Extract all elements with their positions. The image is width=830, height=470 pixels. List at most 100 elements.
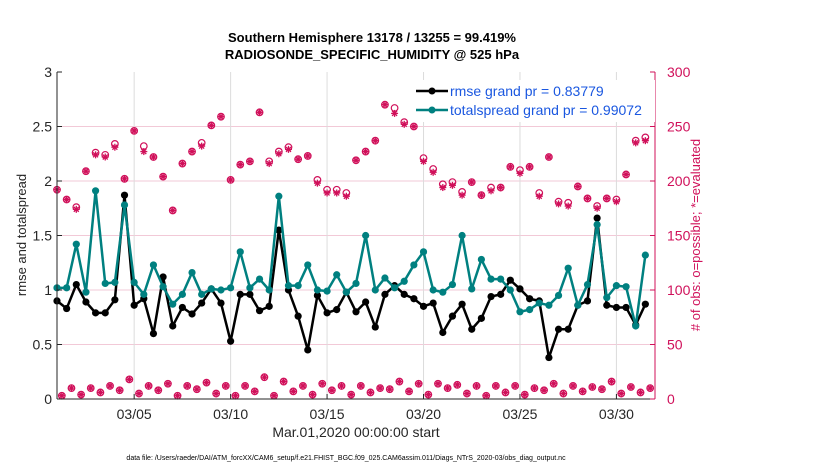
asterisk-stroke bbox=[246, 158, 253, 165]
asterisk-stroke bbox=[251, 388, 258, 395]
obs-evaluated-marker-low bbox=[521, 391, 529, 399]
rmse-point bbox=[554, 325, 563, 333]
obs-evaluated-marker-low bbox=[222, 382, 230, 390]
asterisk-stroke bbox=[410, 123, 417, 130]
x-tick-label: 03/30 bbox=[599, 406, 634, 422]
asterisk-stroke bbox=[623, 171, 629, 178]
obs-evaluated-marker bbox=[632, 139, 640, 147]
asterisk-stroke bbox=[488, 187, 494, 194]
left-ticks: 0 0.5 1 1.5 2 2.5 3 bbox=[33, 64, 62, 407]
obs-evaluated-marker bbox=[497, 184, 505, 192]
totalspread-point bbox=[371, 286, 379, 294]
obs-evaluated-marker bbox=[342, 192, 350, 200]
totalspread-point bbox=[236, 248, 244, 256]
asterisk-stroke bbox=[541, 387, 548, 394]
obs-evaluated-marker-low bbox=[67, 384, 75, 392]
obs-evaluated-marker-low bbox=[135, 390, 143, 398]
rmse-point bbox=[439, 328, 447, 337]
rmse-point bbox=[448, 312, 457, 320]
obs-evaluated-marker-low bbox=[145, 382, 153, 390]
rmse-point bbox=[506, 276, 514, 284]
asterisk-stroke bbox=[222, 382, 229, 389]
obs-evaluated-marker bbox=[246, 157, 254, 165]
rmse-point bbox=[91, 309, 100, 317]
asterisk-stroke bbox=[164, 380, 171, 387]
obs-evaluated-marker-low bbox=[550, 380, 558, 388]
obs-evaluated-marker bbox=[227, 176, 235, 184]
totalspread-point bbox=[246, 284, 254, 292]
x-tick-label: 03/25 bbox=[502, 406, 537, 422]
rmse-point bbox=[63, 304, 71, 313]
obs-evaluated-marker bbox=[391, 109, 399, 117]
totalspread-point bbox=[101, 279, 109, 288]
left-tick-label: 2.5 bbox=[33, 119, 53, 135]
asterisk-stroke bbox=[637, 389, 644, 396]
rmse-point bbox=[487, 292, 495, 301]
obs-evaluated-marker-low bbox=[164, 380, 172, 388]
obs-evaluated-marker-low bbox=[598, 385, 606, 393]
rmse-point bbox=[622, 303, 630, 312]
asterisk-stroke bbox=[382, 101, 388, 108]
x-ticks: 03/05 03/10 03/15 03/20 03/25 03/30 bbox=[117, 394, 634, 422]
rmse-point bbox=[304, 346, 312, 354]
obs-evaluated-marker bbox=[284, 145, 292, 153]
asterisk-stroke bbox=[150, 154, 157, 160]
totalspread-point bbox=[188, 268, 196, 277]
asterisk-stroke bbox=[391, 110, 398, 117]
totalspread-point bbox=[130, 278, 138, 286]
x-tick-label: 03/05 bbox=[117, 406, 152, 422]
rmse-point bbox=[255, 307, 264, 315]
obs-evaluated-marker-low bbox=[154, 386, 162, 394]
obs-evaluated-marker bbox=[352, 156, 360, 164]
obs-count-markers bbox=[53, 100, 655, 400]
left-tick-label: 3 bbox=[44, 64, 52, 80]
right-tick-label: 200 bbox=[667, 173, 691, 189]
totalspread-point bbox=[159, 283, 167, 291]
asterisk-stroke bbox=[608, 378, 615, 385]
totalspread-point bbox=[526, 306, 534, 314]
obs-evaluated-marker bbox=[448, 181, 456, 189]
obs-evaluated-marker-low bbox=[299, 382, 307, 390]
rmse-point bbox=[169, 322, 177, 330]
x-tick-label: 03/10 bbox=[213, 406, 248, 422]
y-axis-left-label: rmse and totalspread bbox=[14, 174, 29, 296]
rmse-point bbox=[362, 298, 370, 306]
obs-evaluated-marker bbox=[169, 206, 177, 214]
totalspread-point bbox=[255, 275, 264, 283]
asterisk-stroke bbox=[420, 158, 427, 165]
totalspread-point bbox=[63, 284, 71, 292]
legend-rmse-marker bbox=[428, 87, 436, 95]
rmse-point bbox=[429, 299, 437, 307]
asterisk-stroke bbox=[603, 195, 610, 202]
obs-evaluated-marker-low bbox=[183, 382, 191, 390]
obs-evaluated-marker-low bbox=[366, 388, 374, 396]
legend-box bbox=[412, 80, 655, 122]
totalspread-point bbox=[207, 285, 215, 293]
chart-title-line1: Southern Hemisphere 13178 / 13255 = 99.4… bbox=[228, 30, 516, 45]
totalspread-point bbox=[294, 282, 302, 290]
totalspread-point bbox=[284, 282, 293, 290]
totalspread-point bbox=[111, 278, 119, 286]
asterisk-stroke bbox=[184, 382, 191, 389]
totalspread-point bbox=[178, 290, 186, 298]
rmse-point bbox=[497, 290, 505, 298]
asterisk-stroke bbox=[478, 192, 485, 199]
rmse-point bbox=[265, 302, 273, 310]
asterisk-stroke bbox=[430, 169, 437, 176]
obs-evaluated-marker-low bbox=[328, 386, 336, 394]
right-tick-label: 150 bbox=[667, 228, 691, 244]
asterisk-stroke bbox=[63, 196, 70, 203]
totalspread-point bbox=[554, 291, 563, 300]
obs-evaluated-marker-low bbox=[579, 387, 587, 395]
totalspread-point bbox=[227, 284, 235, 292]
obs-evaluated-marker bbox=[111, 143, 119, 151]
asterisk-stroke bbox=[280, 378, 287, 385]
totalspread-point bbox=[140, 290, 148, 298]
obs-evaluated-marker-low bbox=[540, 386, 548, 394]
asterisk-stroke bbox=[189, 148, 195, 155]
obs-evaluated-marker bbox=[526, 163, 534, 171]
totalspread-point bbox=[487, 275, 495, 283]
asterisk-stroke bbox=[396, 378, 403, 385]
obs-evaluated-marker-low bbox=[559, 390, 567, 398]
